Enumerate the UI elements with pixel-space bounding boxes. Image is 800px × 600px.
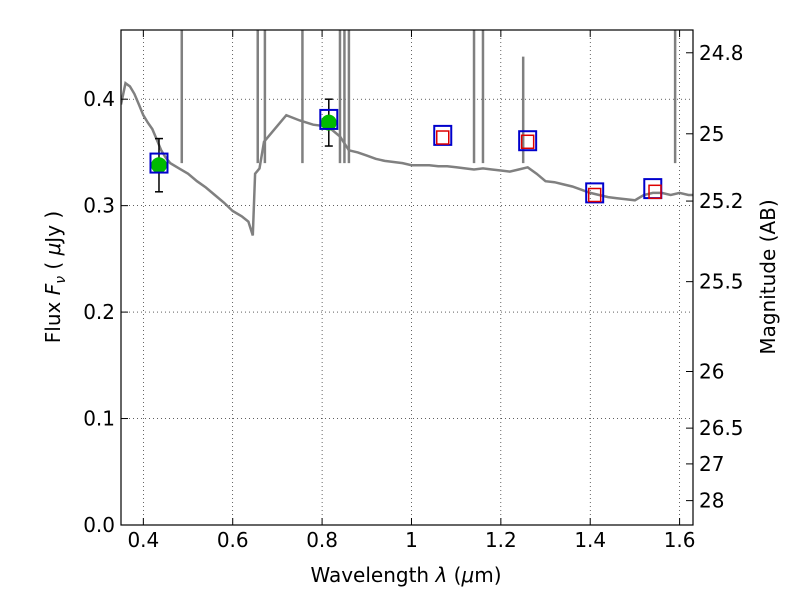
model-spectrum-line [121,81,693,236]
right-tick-label: 26 [699,359,724,383]
red-square-point [436,130,450,145]
axes: 0.4 0.6 0.8 1 1.2 1.4 1.6 0.0 0.1 0.2 0.3 0.4 24.8 25… [83,30,744,552]
x-tick-label: 0.4 [127,528,159,552]
right-tick-label: 25 [699,122,724,146]
blue-square-point [433,124,453,146]
blue-square-point [518,130,538,152]
right-axis-label: Magnitude (AB) [756,199,780,354]
blue-square-point [319,108,339,130]
right-tick-label: 25.5 [699,270,744,294]
right-tick-label: 26.5 [699,416,744,440]
green-data-point [150,157,167,174]
x-tick-label: 1 [405,528,418,552]
x-tick-label: 1.2 [485,528,517,552]
blue-square-point [149,152,169,174]
x-tick-label: 1.4 [574,528,606,552]
x-axis-label: Wavelength λ (μm) [310,563,501,587]
red-square-point [587,187,602,203]
right-tick-label: 24.8 [699,41,744,65]
y-axis-label: Flux Fν ( μJy ) [41,211,69,343]
green-data-point [320,114,337,131]
blue-square-point [585,182,605,204]
plot-area [121,30,693,236]
y-tick-label: 0.0 [83,513,115,537]
plot-frame [120,29,694,526]
x-tick-label: 0.6 [217,528,249,552]
right-tick-label: 25.2 [699,189,744,213]
right-tick-label: 28 [699,489,724,513]
x-tick-label: 0.8 [306,528,338,552]
right-tick-label: 27 [699,452,724,476]
grid-lines [121,30,693,526]
red-square-point [520,134,535,150]
y-tick-label: 0.3 [83,194,115,218]
red-square-point [648,184,662,200]
y-tick-label: 0.2 [83,300,115,324]
y-tick-label: 0.4 [83,87,115,111]
x-tick-label: 1.6 [664,528,696,552]
y-tick-label: 0.1 [83,407,115,431]
